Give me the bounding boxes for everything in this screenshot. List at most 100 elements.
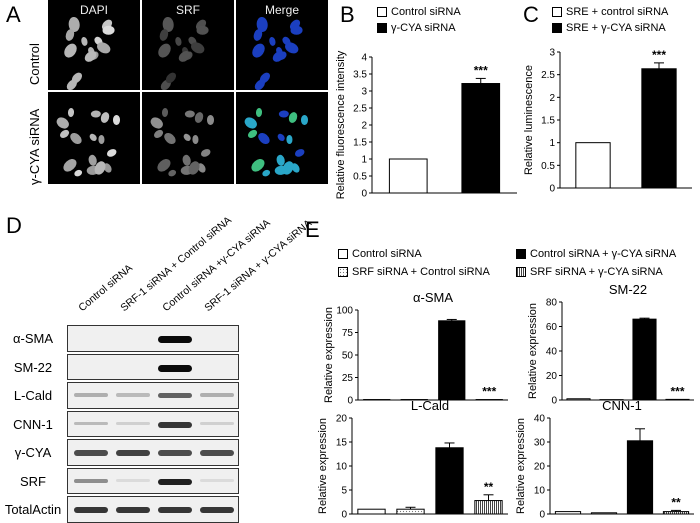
blot-band bbox=[158, 422, 192, 428]
bar bbox=[436, 448, 463, 514]
bar bbox=[567, 399, 590, 400]
y-tick-label: 30 bbox=[534, 438, 546, 449]
significance-label: *** bbox=[652, 48, 666, 62]
y-tick-label: 20 bbox=[546, 371, 558, 382]
blot-strip bbox=[67, 496, 239, 523]
y-tick-label: 2.5 bbox=[541, 70, 555, 81]
bar bbox=[462, 84, 500, 193]
y-tick-label: 25 bbox=[342, 373, 354, 384]
blot-band bbox=[116, 450, 150, 456]
y-tick-label: 0 bbox=[361, 189, 367, 200]
bar bbox=[576, 143, 610, 188]
y-axis-label: Relative luminescence bbox=[523, 65, 535, 175]
legend-e-item-3: SRF siRNA + Control siRNA bbox=[338, 266, 490, 278]
blot-band bbox=[158, 393, 192, 398]
blot-band bbox=[116, 479, 150, 482]
significance-label: ** bbox=[484, 480, 494, 494]
y-tick-label: 0.5 bbox=[353, 172, 367, 183]
blot-strip bbox=[67, 354, 239, 381]
blot-band bbox=[200, 450, 234, 456]
y-tick-label: 2 bbox=[361, 121, 367, 132]
blot-band bbox=[158, 450, 192, 456]
subplot-title: CNN-1 bbox=[602, 398, 642, 413]
blot-band bbox=[200, 422, 234, 425]
blot-row-label: SRF bbox=[0, 474, 66, 489]
blot-band bbox=[158, 507, 192, 513]
y-tick-label: 100 bbox=[336, 306, 353, 317]
blot-strip bbox=[67, 325, 239, 352]
y-tick-label: 20 bbox=[534, 462, 546, 473]
y-tick-label: 80 bbox=[546, 298, 558, 309]
significance-label: *** bbox=[474, 63, 488, 77]
blot-band bbox=[158, 336, 192, 343]
significance-label: *** bbox=[670, 384, 684, 398]
bar bbox=[439, 321, 465, 400]
blot-band bbox=[74, 479, 108, 484]
y-tick-label: 1.5 bbox=[541, 116, 555, 127]
bar bbox=[591, 513, 616, 514]
blot-band bbox=[74, 393, 108, 397]
y-tick-label: 0 bbox=[549, 184, 555, 195]
y-tick-label: 20 bbox=[336, 414, 348, 425]
significance-label: ** bbox=[671, 495, 681, 509]
blot-strip bbox=[67, 411, 239, 438]
y-axis-label: Relative expression bbox=[317, 418, 329, 514]
y-tick-label: 75 bbox=[342, 328, 354, 339]
y-tick-label: 40 bbox=[534, 414, 546, 425]
bar bbox=[389, 159, 427, 193]
bar bbox=[633, 319, 656, 400]
blot-row-label: CNN-1 bbox=[0, 417, 66, 432]
y-axis-label: Relative expression bbox=[515, 418, 527, 514]
bar bbox=[475, 501, 502, 514]
blot-row-label: TotalActin bbox=[0, 502, 66, 517]
y-tick-label: 60 bbox=[546, 322, 558, 333]
bar bbox=[397, 509, 424, 514]
blot-band bbox=[200, 479, 234, 482]
y-tick-label: 40 bbox=[546, 347, 558, 358]
y-tick-label: 3.5 bbox=[353, 70, 367, 81]
y-tick-label: 0 bbox=[551, 396, 557, 407]
y-tick-label: 10 bbox=[534, 486, 546, 497]
y-tick-label: 0 bbox=[347, 396, 353, 407]
subplot-title: α-SMA bbox=[413, 290, 453, 305]
y-axis-label: Relative expression bbox=[323, 307, 335, 403]
blot-row-label: SM-22 bbox=[0, 360, 66, 375]
y-tick-label: 3 bbox=[361, 87, 367, 98]
blot-row-label: L-Cald bbox=[0, 388, 66, 403]
blot-band bbox=[158, 365, 192, 372]
bar bbox=[555, 512, 580, 514]
y-tick-label: 0 bbox=[341, 510, 347, 521]
y-tick-label: 15 bbox=[336, 438, 348, 449]
y-tick-label: 2 bbox=[549, 93, 555, 104]
y-tick-label: 3 bbox=[549, 48, 555, 59]
y-tick-label: 1 bbox=[549, 138, 555, 149]
y-axis-label: Relative expression bbox=[527, 303, 539, 399]
y-tick-label: 10 bbox=[336, 462, 348, 473]
significance-label: *** bbox=[482, 385, 496, 399]
y-tick-label: 0 bbox=[539, 510, 545, 521]
bar bbox=[642, 69, 676, 188]
blot-band bbox=[74, 507, 108, 513]
bar bbox=[358, 509, 385, 514]
y-tick-label: 1 bbox=[361, 155, 367, 166]
blot-band bbox=[200, 507, 234, 513]
blot-strip bbox=[67, 439, 239, 466]
bar bbox=[627, 441, 652, 514]
legend-e-item-4: SRF siRNA + γ-CYA siRNA bbox=[516, 266, 663, 278]
y-tick-label: 5 bbox=[341, 486, 347, 497]
y-tick-label: 1.5 bbox=[353, 138, 367, 149]
legend-e-item-1: Control siRNA bbox=[338, 248, 422, 260]
bar bbox=[663, 512, 688, 514]
blot-band bbox=[116, 507, 150, 513]
legend-e-item-2: Control siRNA + γ-CYA siRNA bbox=[516, 248, 676, 260]
blot-band bbox=[116, 422, 150, 425]
blot-row-label: γ-CYA bbox=[0, 445, 66, 460]
blot-band bbox=[158, 479, 192, 486]
blot-strip bbox=[67, 382, 239, 409]
bar bbox=[666, 399, 689, 400]
y-axis-label: Relative fluorescence intensity bbox=[335, 50, 347, 199]
blot-row-label: α-SMA bbox=[0, 331, 66, 346]
y-tick-label: 0.5 bbox=[541, 161, 555, 172]
blot-band bbox=[74, 450, 108, 456]
y-tick-label: 2.5 bbox=[353, 104, 367, 115]
